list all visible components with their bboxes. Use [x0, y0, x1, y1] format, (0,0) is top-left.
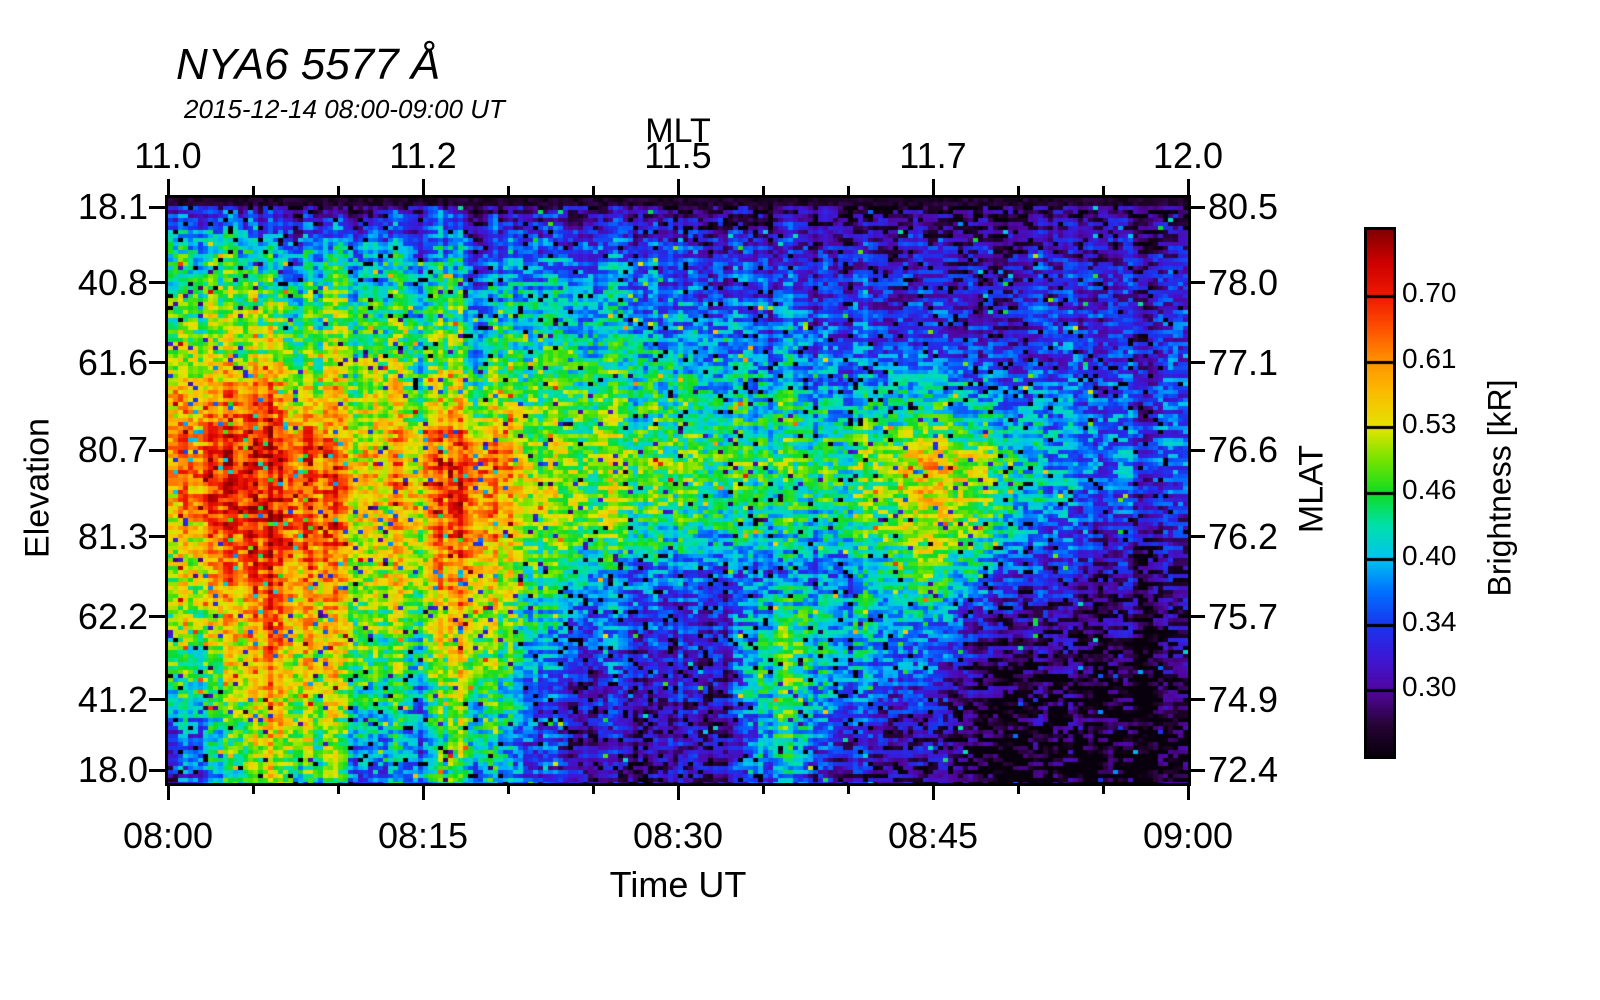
- bottom-minor-tick: [1016, 786, 1020, 794]
- right-tick: [1191, 698, 1205, 702]
- left-tick-label: 61.6: [77, 341, 148, 383]
- top-minor-tick: [591, 186, 595, 195]
- bottom-major-tick: [676, 786, 680, 800]
- right-tick-label: 74.9: [1208, 678, 1279, 720]
- right-tick-label: 77.1: [1208, 341, 1279, 383]
- left-tick: [149, 698, 165, 702]
- bottom-minor-tick: [336, 786, 340, 794]
- left-tick: [149, 768, 165, 772]
- right-tick: [1191, 768, 1205, 772]
- bottom-minor-tick: [251, 786, 255, 794]
- right-tick: [1191, 615, 1205, 619]
- bottom-axis-label: Time UT: [609, 864, 747, 905]
- plot-title: NYA6 5577 Å: [176, 40, 441, 89]
- heatmap-image: [168, 198, 1188, 783]
- bottom-tick-label: 08:15: [377, 815, 469, 856]
- bottom-major-tick: [421, 786, 425, 800]
- right-tick-label: 76.2: [1208, 515, 1279, 557]
- top-minor-tick: [1101, 186, 1105, 195]
- top-major-tick: [931, 179, 935, 195]
- right-tick-label: 72.4: [1208, 749, 1279, 791]
- colorbar-image: [1364, 227, 1396, 759]
- left-tick: [149, 535, 165, 539]
- right-tick: [1191, 281, 1205, 285]
- top-axis-label: MLT: [645, 112, 711, 150]
- colorbar-tick-label: 0.61: [1402, 343, 1457, 374]
- left-tick: [149, 448, 165, 452]
- left-tick-label: 62.2: [77, 595, 148, 637]
- colorbar-tick-label: 0.70: [1402, 277, 1457, 308]
- colorbar-label: Brightness [kR]: [1481, 379, 1518, 597]
- bottom-major-tick: [931, 786, 935, 800]
- top-major-tick: [166, 179, 170, 195]
- right-tick-label: 80.5: [1208, 186, 1279, 227]
- top-major-tick: [421, 179, 425, 195]
- left-tick-label: 80.7: [77, 429, 148, 471]
- top-major-tick: [676, 179, 680, 195]
- bottom-tick-label: 08:30: [632, 815, 724, 856]
- right-tick-label: 78.0: [1208, 261, 1279, 303]
- bottom-minor-tick: [761, 786, 765, 794]
- top-major-tick: [1186, 179, 1190, 195]
- top-minor-tick: [1016, 186, 1020, 195]
- right-tick: [1191, 361, 1205, 365]
- bottom-tick-label: 09:00: [1142, 815, 1234, 856]
- left-tick: [149, 361, 165, 365]
- colorbar-tick-label: 0.34: [1402, 606, 1457, 637]
- right-tick-label: 76.6: [1208, 429, 1279, 471]
- left-tick: [149, 281, 165, 285]
- top-tick-label: 12.0: [1152, 135, 1224, 176]
- colorbar-tick-label: 0.46: [1402, 474, 1457, 505]
- bottom-tick-label: 08:00: [122, 815, 214, 856]
- left-tick-label: 40.8: [77, 261, 148, 303]
- left-tick-label: 18.1: [77, 186, 148, 227]
- left-tick: [149, 615, 165, 619]
- right-axis-label: MLAT: [1292, 444, 1331, 534]
- colorbar-tick-label: 0.53: [1402, 408, 1457, 439]
- bottom-minor-tick: [1101, 786, 1105, 794]
- top-tick-label: 11.2: [389, 135, 457, 176]
- bottom-major-tick: [166, 786, 170, 800]
- bottom-minor-tick: [846, 786, 850, 794]
- left-tick-label: 41.2: [77, 678, 148, 720]
- left-tick-label: 81.3: [77, 515, 148, 557]
- right-tick: [1191, 205, 1205, 209]
- bottom-major-tick: [1186, 786, 1190, 800]
- right-tick: [1191, 448, 1205, 452]
- top-minor-tick: [336, 186, 340, 195]
- top-minor-tick: [506, 186, 510, 195]
- top-tick-label: 11.0: [134, 135, 202, 176]
- left-tick: [149, 205, 165, 209]
- top-tick-label: 11.5: [644, 135, 712, 176]
- top-minor-tick: [251, 186, 255, 195]
- plot-subtitle: 2015-12-14 08:00-09:00 UT: [184, 94, 505, 124]
- right-tick: [1191, 535, 1205, 539]
- colorbar-tick-label: 0.30: [1402, 671, 1457, 702]
- top-minor-tick: [761, 186, 765, 195]
- top-tick-label: 11.7: [899, 135, 967, 176]
- left-tick-label: 18.0: [77, 749, 148, 791]
- right-tick-label: 75.7: [1208, 595, 1279, 637]
- top-minor-tick: [846, 186, 850, 195]
- bottom-tick-label: 08:45: [887, 815, 979, 856]
- bottom-minor-tick: [591, 786, 595, 794]
- bottom-minor-tick: [506, 786, 510, 794]
- colorbar-tick-label: 0.40: [1402, 540, 1457, 571]
